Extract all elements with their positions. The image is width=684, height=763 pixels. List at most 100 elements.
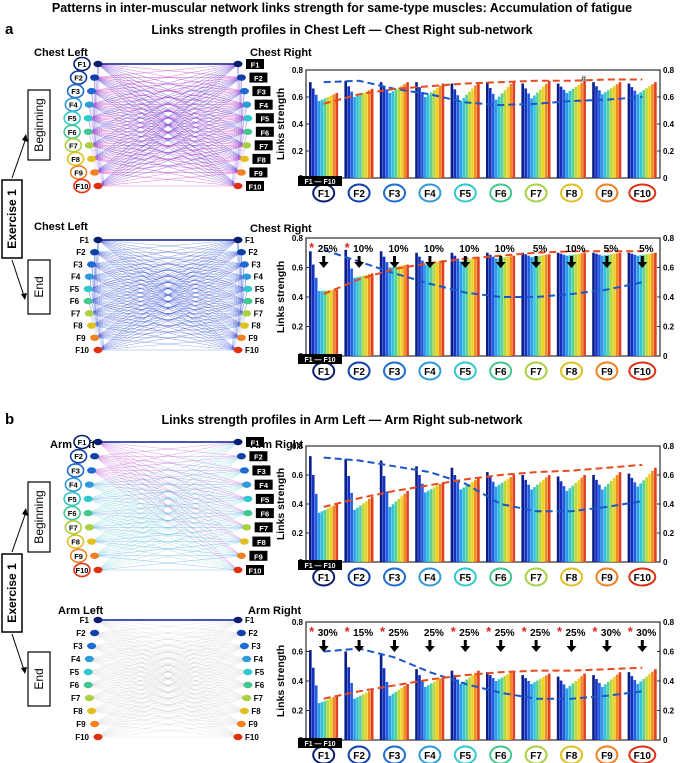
network-edge — [89, 527, 245, 542]
annotation-arrow-shaft — [499, 640, 503, 646]
bar — [618, 672, 622, 740]
network-edge — [94, 456, 242, 556]
network-node-right — [243, 509, 253, 517]
bar — [521, 252, 525, 356]
range-label: F1 — F10 — [304, 179, 335, 186]
bar — [382, 85, 386, 178]
bar — [353, 698, 356, 740]
category-ring — [489, 745, 513, 763]
network-label-ring-left — [69, 448, 88, 464]
bar — [494, 99, 498, 178]
network-node-right — [242, 310, 252, 317]
network-edge — [94, 645, 245, 725]
bar — [654, 252, 657, 356]
network-edge — [97, 441, 248, 500]
bar — [606, 483, 610, 562]
bar — [421, 483, 424, 562]
network-label-right: F7 — [254, 309, 264, 318]
network-edge — [231, 239, 239, 351]
category-ring — [489, 361, 513, 381]
network-label-ring-left — [64, 520, 83, 535]
network-edge — [97, 252, 242, 351]
chart-chest-end: Links strength00.20.40.60.800.20.40.60.8… — [275, 234, 675, 381]
bar — [429, 489, 433, 562]
network-edge — [88, 239, 239, 290]
panel-a-letter: a — [5, 21, 14, 38]
trend-line — [323, 463, 643, 508]
bar — [429, 263, 433, 356]
network-node-right — [242, 655, 252, 663]
network-node-right — [233, 236, 243, 244]
bar — [609, 254, 613, 356]
bar — [362, 503, 365, 562]
network-node-left — [87, 467, 97, 474]
network-edge — [89, 251, 242, 277]
network-edge — [91, 455, 242, 471]
network-edge — [89, 470, 245, 485]
annotation-arrow-shaft — [640, 640, 644, 646]
network-edge — [94, 484, 247, 557]
network-edge — [89, 264, 245, 277]
network-node-right — [242, 101, 252, 108]
bar — [314, 277, 318, 356]
chart-ylabel: Links strength — [275, 261, 287, 333]
network-edge — [87, 131, 101, 173]
category-label: F7 — [530, 573, 542, 584]
bar — [435, 680, 439, 740]
bar — [559, 253, 563, 356]
network-label-right: F4 — [259, 101, 269, 110]
bar — [435, 485, 439, 562]
network-edge — [89, 527, 242, 557]
network-label-box-right — [246, 437, 264, 447]
bar — [323, 290, 327, 356]
bar — [432, 681, 436, 740]
bar — [500, 677, 504, 740]
network-label-box-right — [246, 565, 264, 575]
network-edge — [88, 619, 239, 673]
network-edge — [238, 288, 249, 326]
bar — [654, 82, 657, 178]
network-label-ring-left — [66, 463, 85, 478]
network-edge — [88, 251, 242, 302]
category-ring — [595, 183, 619, 203]
annotation-arrow-shaft — [605, 640, 609, 646]
bar — [418, 256, 421, 356]
network-node-left — [84, 142, 94, 149]
network-edge — [89, 697, 242, 725]
bar — [421, 260, 424, 356]
annotation-arrow-shaft — [393, 640, 396, 646]
annotation-arrow-shaft — [357, 640, 361, 646]
category-label: F9 — [601, 751, 613, 762]
bar — [367, 498, 371, 562]
bar — [615, 84, 619, 178]
network-edge — [97, 498, 248, 571]
category-ring — [453, 567, 477, 587]
network-node-right — [243, 297, 253, 305]
network-edge — [88, 264, 245, 290]
network-label-box-right — [254, 479, 273, 490]
network-edge — [94, 619, 239, 634]
bar — [565, 490, 569, 562]
network-edge — [91, 645, 247, 699]
bar — [580, 676, 583, 740]
network-edge — [88, 441, 239, 514]
network-node-left — [83, 115, 93, 122]
category-label: F6 — [495, 367, 507, 378]
bar — [592, 475, 595, 562]
bar — [609, 679, 613, 740]
network-edge — [88, 512, 239, 571]
bar — [359, 276, 362, 356]
annotation-label: 25% — [388, 628, 408, 639]
bar — [388, 92, 392, 178]
bar — [344, 459, 348, 562]
network-node-left — [84, 481, 94, 488]
network-label-box-right — [255, 493, 274, 504]
network-node-left — [87, 707, 97, 715]
bar — [314, 94, 318, 178]
bar — [630, 87, 634, 178]
network-label-left: F4 — [69, 101, 79, 110]
network-edge — [88, 512, 242, 557]
y2-tick-label: 0.8 — [663, 618, 675, 627]
bar — [415, 82, 418, 178]
network-edge — [97, 710, 245, 738]
